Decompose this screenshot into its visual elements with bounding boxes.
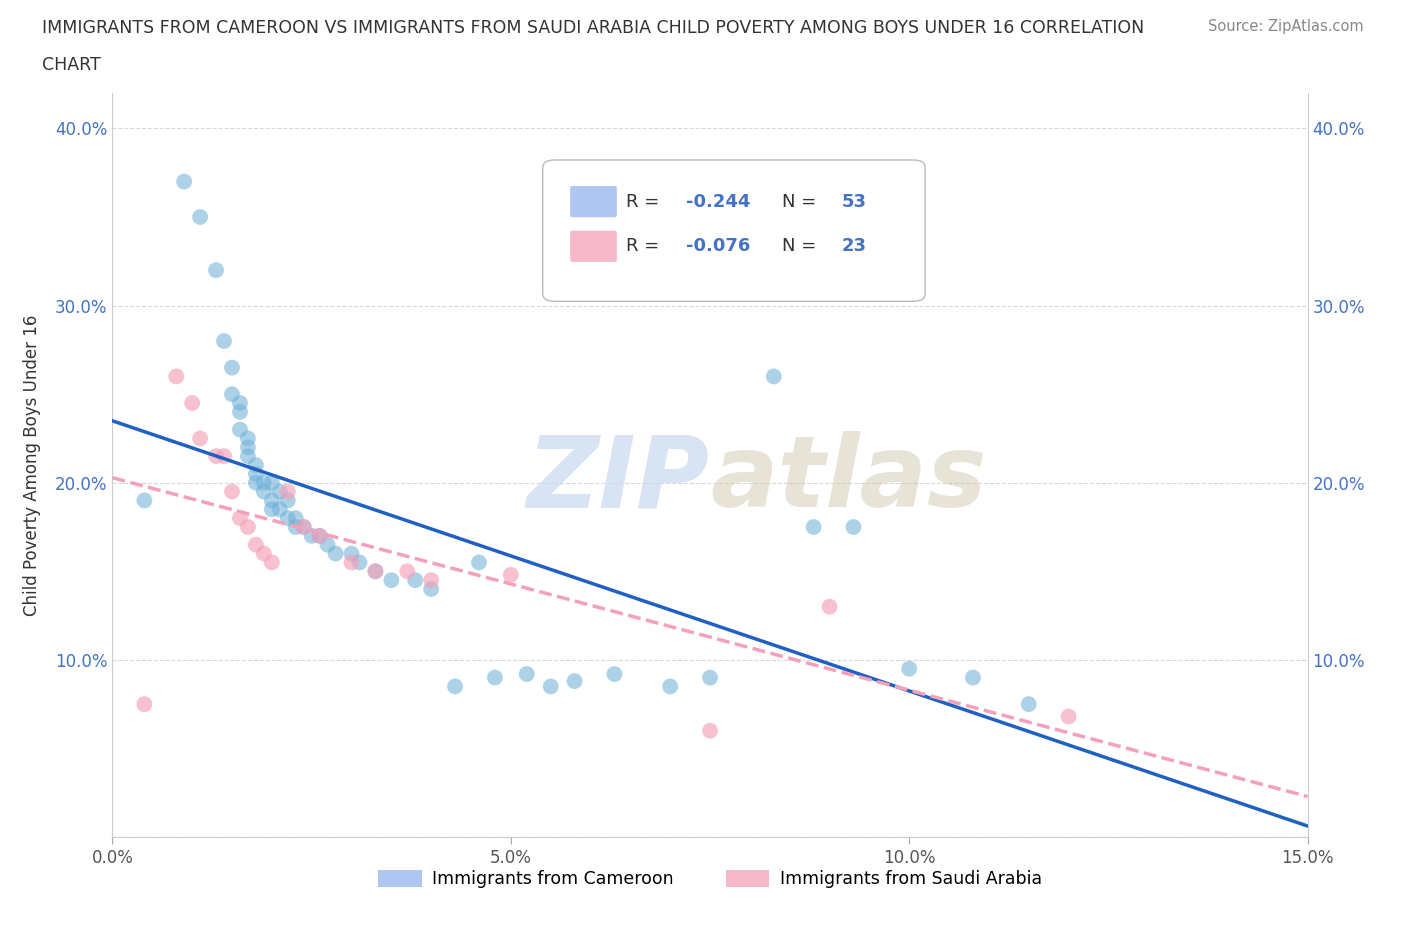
Point <box>229 511 252 525</box>
Point <box>516 667 538 682</box>
Point <box>253 485 276 499</box>
Point <box>325 546 347 561</box>
Point <box>205 448 228 463</box>
Point <box>420 573 443 588</box>
Point <box>292 520 315 535</box>
Point <box>396 564 419 578</box>
Point <box>269 502 291 517</box>
Y-axis label: Child Poverty Among Boys Under 16: Child Poverty Among Boys Under 16 <box>24 314 41 616</box>
Point <box>236 440 259 455</box>
Point <box>292 520 315 535</box>
Point <box>173 174 195 189</box>
Point <box>898 661 921 676</box>
Text: Source: ZipAtlas.com: Source: ZipAtlas.com <box>1208 19 1364 33</box>
Point <box>236 448 259 463</box>
FancyBboxPatch shape <box>571 186 617 218</box>
Text: IMMIGRANTS FROM CAMEROON VS IMMIGRANTS FROM SAUDI ARABIA CHILD POVERTY AMONG BOY: IMMIGRANTS FROM CAMEROON VS IMMIGRANTS F… <box>42 19 1144 36</box>
Point <box>364 564 387 578</box>
Point <box>260 493 283 508</box>
Text: R =: R = <box>627 237 665 255</box>
Point <box>134 493 156 508</box>
Point <box>499 567 522 582</box>
Point <box>221 387 243 402</box>
Point <box>277 511 299 525</box>
Point <box>540 679 562 694</box>
Text: N =: N = <box>782 237 821 255</box>
Point <box>349 555 371 570</box>
Point <box>420 581 443 596</box>
Text: atlas: atlas <box>710 432 987 528</box>
Point <box>484 671 506 685</box>
Point <box>188 209 211 224</box>
Point <box>818 599 841 614</box>
Point <box>316 538 339 552</box>
Point <box>212 448 235 463</box>
Text: 23: 23 <box>842 237 866 255</box>
Point <box>699 671 721 685</box>
Point <box>269 485 291 499</box>
Text: -0.244: -0.244 <box>686 193 751 210</box>
Text: R =: R = <box>627 193 665 210</box>
Point <box>229 395 252 410</box>
Point <box>236 431 259 445</box>
Point <box>364 564 387 578</box>
Point <box>245 475 267 490</box>
Point <box>284 520 307 535</box>
Point <box>380 573 402 588</box>
Text: N =: N = <box>782 193 821 210</box>
Point <box>277 493 299 508</box>
Point <box>842 520 865 535</box>
Point <box>181 395 204 410</box>
FancyBboxPatch shape <box>543 160 925 301</box>
Point <box>340 555 363 570</box>
Point <box>260 502 283 517</box>
Point <box>659 679 682 694</box>
Point <box>212 334 235 349</box>
Point <box>1057 709 1080 724</box>
Point <box>444 679 467 694</box>
Text: CHART: CHART <box>42 56 101 73</box>
Point <box>699 724 721 738</box>
Point <box>260 555 283 570</box>
Point <box>236 520 259 535</box>
Point <box>245 458 267 472</box>
Point <box>762 369 785 384</box>
Point <box>301 528 323 543</box>
Point <box>404 573 426 588</box>
Point <box>221 360 243 375</box>
Legend: Immigrants from Cameroon, Immigrants from Saudi Arabia: Immigrants from Cameroon, Immigrants fro… <box>371 863 1049 896</box>
Point <box>229 405 252 419</box>
Point <box>229 422 252 437</box>
Point <box>962 671 984 685</box>
Point <box>308 528 330 543</box>
Point <box>165 369 187 384</box>
Point <box>468 555 491 570</box>
Point <box>564 673 586 688</box>
Point <box>284 511 307 525</box>
Point <box>245 538 267 552</box>
Point <box>803 520 825 535</box>
Point <box>308 528 330 543</box>
Text: 53: 53 <box>842 193 866 210</box>
Point <box>253 475 276 490</box>
Point <box>253 546 276 561</box>
Point <box>188 431 211 445</box>
Point <box>221 485 243 499</box>
Text: -0.076: -0.076 <box>686 237 751 255</box>
Point <box>205 262 228 277</box>
Point <box>1018 697 1040 711</box>
Point <box>340 546 363 561</box>
Text: ZIP: ZIP <box>527 432 710 528</box>
Point <box>134 697 156 711</box>
Point <box>277 485 299 499</box>
Point <box>245 467 267 482</box>
Point <box>603 667 626 682</box>
FancyBboxPatch shape <box>571 231 617 262</box>
Point <box>260 475 283 490</box>
